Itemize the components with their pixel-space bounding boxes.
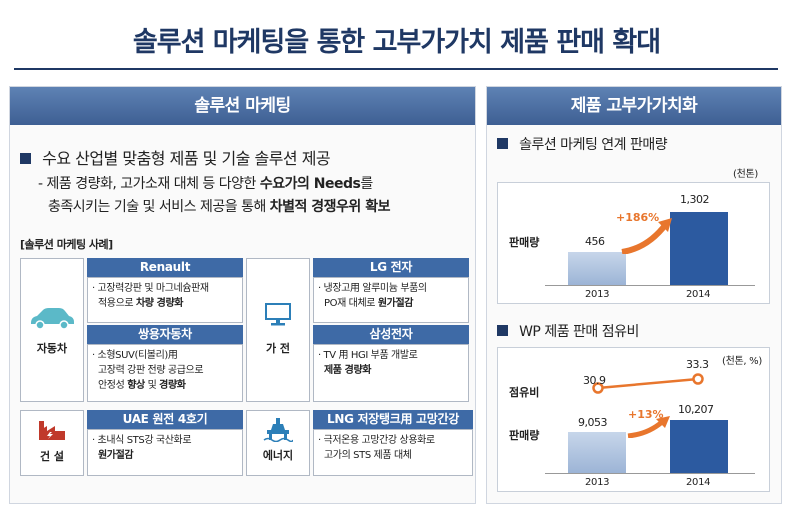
category-appliance: 가 전: [246, 258, 310, 402]
case-renault: Renault · 고장력강판 및 마그네슘판재 적용으로 차량 경량화: [87, 258, 243, 323]
category-energy: 에너지: [246, 410, 310, 476]
car-icon: [31, 308, 74, 330]
square-bullet-icon: [497, 325, 508, 336]
chart2-unit: (천톤, %): [722, 356, 762, 367]
chart1-axis: [545, 285, 755, 286]
chart1-bar-2014: [670, 212, 728, 285]
case-line: · 극저온용 고망간강 상용화로: [318, 435, 435, 446]
case-line: · 고장력강판 및 마그네슘판재: [92, 283, 209, 294]
case-line: 안정성: [98, 380, 128, 391]
monitor-icon: [265, 303, 291, 326]
case-line: · TV 用 HGI 부품 개발로: [318, 350, 418, 361]
case-body: · 소형SUV(티볼리)用 고장력 강판 전량 공급으로 안정성 향상 및 경량…: [87, 344, 243, 402]
cases-label: [솔루션 마케팅 사례]: [20, 238, 113, 251]
square-bullet-icon: [497, 138, 508, 149]
chart1-x-2013: 2013: [585, 289, 610, 300]
case-lng: LNG 저장탱크用 고망간강 · 극저온용 고망간강 상용화로 고가의 STS …: [313, 410, 473, 476]
category-automotive: 자동차: [20, 258, 84, 402]
chart2-bar-2014: [670, 420, 728, 473]
case-line: · 초내식 STS강 국산화로: [92, 435, 192, 446]
category-construction: 건 설: [20, 410, 84, 476]
value-added-header: 제품 고부가가치화: [487, 87, 781, 125]
case-head: LNG 저장탱크用 고망간강: [313, 410, 473, 429]
case-line: · 냉장고用 알루미늄 부품의: [318, 283, 427, 294]
case-head: UAE 원전 4호기: [87, 410, 243, 429]
page-title: 솔루션 마케팅을 통한 고부가가치 제품 판매 확대: [132, 27, 661, 58]
case-bold: 경량화: [159, 380, 186, 391]
chart1-growth: +186%: [616, 211, 660, 224]
chart2-value-2013: 9,053: [578, 416, 608, 429]
case-body: · TV 用 HGI 부품 개발로 제품 경량화: [313, 344, 469, 402]
case-head: Renault: [87, 258, 243, 277]
case-bold: 원가절감: [98, 450, 134, 461]
chart2-x-2014: 2014: [686, 477, 711, 488]
case-body: · 초내식 STS강 국산화로 원가절감: [87, 429, 243, 476]
category-label: 가 전: [265, 342, 291, 355]
chart2-value-2014: 10,207: [678, 403, 714, 416]
desc-bold: 수요가의 Needs: [259, 176, 361, 192]
chart2-x-2013: 2013: [585, 477, 610, 488]
chart2-axis: [545, 473, 755, 474]
case-line: 고장력 강판 전량 공급으로: [98, 365, 204, 376]
chart1-unit: (천톤): [733, 169, 759, 180]
case-line: 적용으로: [98, 298, 136, 309]
category-label: 에너지: [262, 449, 294, 462]
chart1-value-2014: 1,302: [680, 193, 710, 206]
growth-arrow-icon: [621, 218, 672, 254]
title-divider: [14, 68, 778, 70]
case-body: · 고장력강판 및 마그네슘판재 적용으로 차량 경량화: [87, 277, 243, 323]
case-line: 고가의 STS 제품 대체: [324, 450, 412, 461]
case-line: 및: [144, 380, 160, 391]
main-bullet: 수요 산업별 맞춤형 제품 및 기술 솔루션 제공: [20, 145, 331, 169]
category-label: 건 설: [39, 450, 65, 463]
desc-line-2: 충족시키는 기술 및 서비스 제공을 통해 차별적 경쟁우위 확보: [48, 196, 478, 216]
desc-line-1: - 제품 경량화, 고가소재 대체 등 다양한 수요가의 Needs를: [38, 173, 468, 193]
case-ssangyong: 쌍용자동차 · 소형SUV(티볼리)用 고장력 강판 전량 공급으로 안정성 향…: [87, 325, 243, 402]
chart2-title-text: WP 제품 판매 점유비: [519, 324, 639, 340]
growth-arrow-icon: [627, 416, 670, 438]
chart1-x-2014: 2014: [686, 289, 711, 300]
chart1-bar-2013: [568, 252, 626, 285]
chart1-title-text: 솔루션 마케팅 연계 판매량: [519, 137, 668, 153]
chart2-share-2013: 30.9: [583, 374, 606, 387]
desc-bold: 차별적 경쟁우위 확보: [269, 199, 391, 215]
case-bold: 향상: [127, 380, 145, 391]
square-bullet-icon: [20, 153, 31, 164]
case-line: PO재 대체로: [324, 298, 378, 309]
share-line: [592, 373, 704, 394]
chart2-share-label: 점유비: [509, 386, 540, 399]
factory-icon: [39, 421, 65, 440]
chart2-bar-2013: [568, 432, 626, 473]
case-bold: 원가절감: [377, 298, 414, 309]
case-uae: UAE 원전 4호기 · 초내식 STS강 국산화로 원가절감: [87, 410, 243, 476]
case-head: 삼성전자: [313, 325, 469, 344]
desc-text: 충족시키는 기술 및 서비스 제공을 통해: [48, 199, 270, 215]
chart2-growth: +13%: [628, 408, 664, 421]
case-head: 쌍용자동차: [87, 325, 243, 344]
chart1-row-label: 판매량: [509, 236, 540, 249]
chart1-title: 솔루션 마케팅 연계 판매량: [497, 134, 668, 154]
desc-text: - 제품 경량화, 고가소재 대체 등 다양한: [38, 176, 260, 192]
case-body: · 냉장고用 알루미늄 부품의 PO재 대체로 원가절감: [313, 277, 469, 323]
chart1-value-2013: 456: [585, 235, 605, 248]
case-samsung: 삼성전자 · TV 用 HGI 부품 개발로 제품 경량화: [313, 325, 469, 402]
chart2-title: WP 제품 판매 점유비: [497, 321, 639, 341]
oil-rig-icon: [263, 418, 294, 443]
main-bullet-text: 수요 산업별 맞춤형 제품 및 기술 솔루션 제공: [42, 149, 331, 168]
solution-marketing-header: 솔루션 마케팅: [10, 87, 475, 125]
chart2-qty-label: 판매량: [509, 429, 540, 442]
case-bold: 차량 경량화: [135, 298, 184, 309]
category-label: 자동차: [36, 342, 68, 355]
case-lg: LG 전자 · 냉장고用 알루미늄 부품의 PO재 대체로 원가절감: [313, 258, 469, 323]
case-bold: 제품 경량화: [324, 365, 372, 376]
desc-text: 를: [360, 176, 373, 192]
case-head: LG 전자: [313, 258, 469, 277]
case-body: · 극저온용 고망간강 상용화로 고가의 STS 제품 대체: [313, 429, 473, 476]
case-line: · 소형SUV(티볼리)用: [92, 350, 178, 361]
chart2-share-2014: 33.3: [686, 358, 709, 371]
